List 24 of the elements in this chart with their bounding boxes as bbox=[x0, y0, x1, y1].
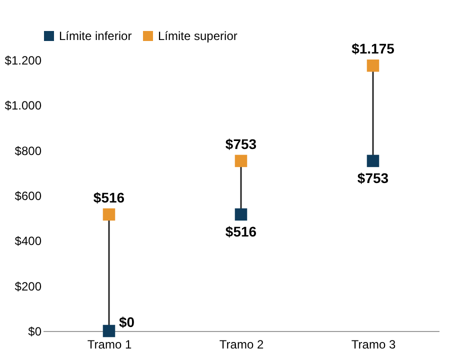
y-tick-label: $400 bbox=[14, 234, 42, 248]
x-tick-label: Tramo 1 bbox=[87, 338, 132, 352]
y-tick-label: $1.000 bbox=[4, 98, 42, 113]
point bbox=[366, 60, 380, 72]
legend-label: Límite inferior bbox=[59, 29, 132, 43]
y-tick-label: $1.200 bbox=[4, 54, 42, 68]
data-label: $516 bbox=[93, 189, 125, 206]
point bbox=[234, 208, 248, 221]
y-tick-label: $600 bbox=[14, 189, 42, 203]
point bbox=[102, 324, 116, 338]
y-tick-label: $0 bbox=[28, 324, 42, 338]
y-tick-label: $200 bbox=[14, 279, 42, 294]
data-label: $0 bbox=[119, 314, 135, 330]
data-label: $516 bbox=[225, 223, 257, 240]
data-label: $753 bbox=[225, 136, 257, 152]
x-tick-label: Tramo 3 bbox=[351, 338, 396, 352]
legend-label: Límite superior bbox=[158, 29, 238, 43]
point bbox=[234, 154, 248, 168]
point bbox=[366, 154, 380, 168]
y-tick-label: $800 bbox=[14, 144, 42, 158]
data-label: $753 bbox=[357, 170, 389, 186]
data-label: $1.175 bbox=[352, 40, 395, 57]
point bbox=[102, 208, 116, 221]
x-tick-label: Tramo 2 bbox=[219, 338, 264, 352]
